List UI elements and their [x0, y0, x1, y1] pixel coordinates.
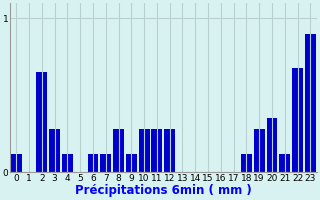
Bar [36, 72, 47, 172]
Bar [279, 154, 290, 172]
Bar [164, 129, 175, 172]
Bar [100, 154, 111, 172]
Bar [113, 129, 124, 172]
Bar [11, 154, 22, 172]
Bar [305, 34, 316, 172]
Bar [88, 154, 99, 172]
Bar [62, 154, 73, 172]
Bar [241, 154, 252, 172]
Bar [49, 129, 60, 172]
Bar [139, 129, 149, 172]
Bar [254, 129, 265, 172]
Bar [126, 154, 137, 172]
Bar [151, 129, 162, 172]
Bar [292, 68, 303, 172]
Bar [267, 118, 277, 172]
X-axis label: Précipitations 6min ( mm ): Précipitations 6min ( mm ) [75, 184, 252, 197]
